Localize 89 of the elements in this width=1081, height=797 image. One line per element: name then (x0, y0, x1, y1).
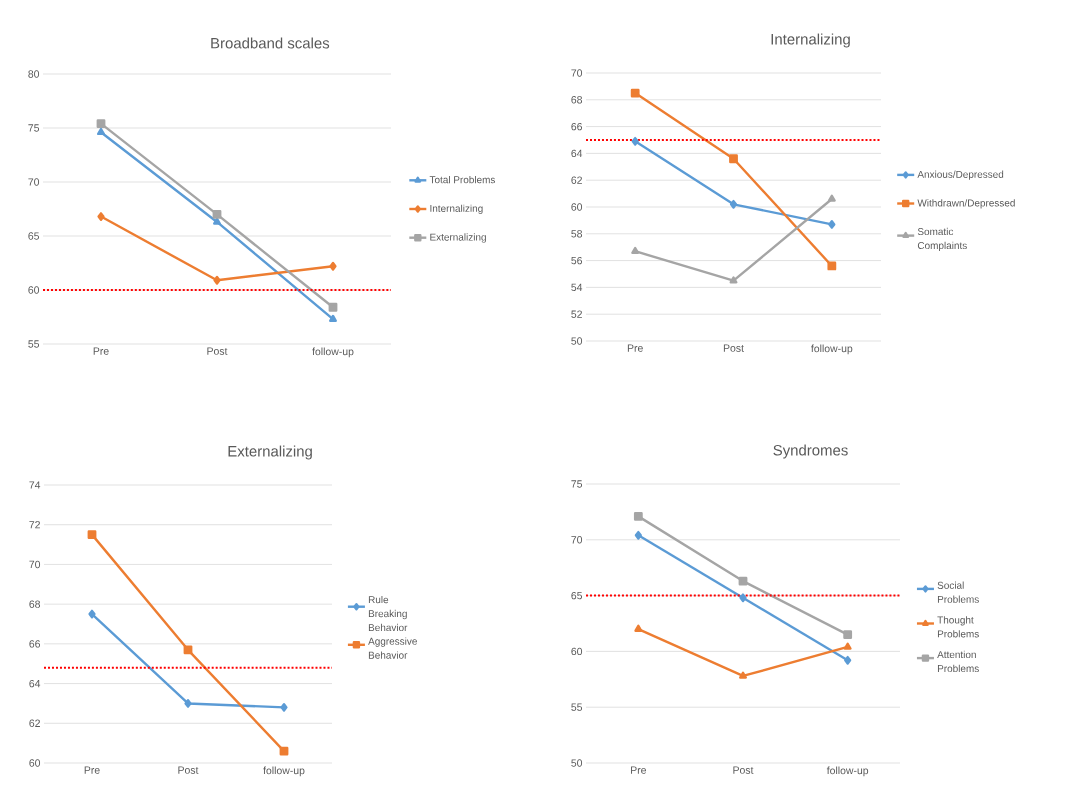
y-tick-label: 60 (571, 203, 583, 211)
point (739, 671, 747, 679)
y-tick-label: 74 (29, 481, 41, 489)
legend-label: Somatic Complaints (917, 227, 967, 252)
point (212, 209, 222, 219)
y-tick-label: 68 (29, 600, 41, 608)
y-tick-label: 65 (571, 591, 583, 600)
x-tick-label: follow-up (811, 344, 853, 355)
y-tick-label: 64 (29, 679, 41, 688)
legend-label: Thought Problems (937, 616, 979, 638)
y-tick-label: 60 (29, 759, 41, 767)
point (97, 212, 105, 221)
point (631, 136, 639, 146)
point (844, 655, 852, 665)
point (843, 642, 852, 650)
legend-label: Withdrawn/Depressed (917, 199, 1015, 209)
y-tick-label: 65 (28, 232, 40, 240)
point (213, 217, 221, 225)
y-tick-label: 56 (571, 256, 583, 265)
y-tick-label: 54 (571, 283, 583, 292)
y-tick-label: 60 (571, 647, 583, 656)
y-tick-label: 62 (571, 176, 582, 184)
point (88, 609, 96, 619)
legend-label: Aggressive Behavior (368, 637, 417, 659)
legend-label: Rule Breaking Behavior (368, 595, 408, 632)
point (329, 261, 337, 271)
y-tick-label: 55 (571, 703, 583, 711)
point (828, 220, 836, 229)
point (634, 624, 643, 632)
y-tick-label: 70 (29, 560, 41, 569)
point (843, 630, 853, 640)
point (827, 194, 836, 202)
y-tick-label: 50 (571, 337, 583, 345)
y-tick-label: 60 (28, 286, 40, 294)
y-tick-label: 50 (571, 759, 583, 767)
y-tick-label: 58 (571, 230, 583, 238)
point (184, 699, 192, 708)
x-tick-label: Pre (631, 766, 647, 774)
y-tick-label: 55 (28, 340, 40, 348)
legend-label: Externalizing (430, 233, 486, 243)
point (328, 302, 338, 312)
y-tick-label: 66 (29, 640, 41, 648)
x-tick-label: Pre (93, 347, 109, 355)
point (729, 276, 738, 284)
chart-title: Internalizing (771, 33, 850, 48)
x-tick-label: follow-up (826, 766, 869, 777)
point (87, 530, 97, 540)
point (739, 593, 747, 603)
y-tick-label: 52 (571, 310, 582, 318)
y-tick-label: 66 (571, 122, 583, 131)
y-tick-label: 68 (571, 96, 583, 104)
point (729, 154, 738, 164)
y-tick-label: 70 (571, 536, 583, 544)
y-tick-label: 64 (571, 149, 583, 158)
legend-label: Internalizing (430, 204, 483, 214)
point (729, 199, 738, 209)
point (827, 261, 837, 271)
chart-title: Externalizing (228, 445, 312, 460)
point (213, 275, 221, 285)
point (633, 511, 643, 521)
chart-title: Broadband scales (211, 37, 330, 49)
legend-label: Attention Problems (937, 650, 979, 673)
x-tick-label: Post (207, 347, 228, 355)
y-tick-label: 75 (571, 480, 583, 488)
point (634, 530, 642, 540)
x-tick-label: Pre (84, 766, 100, 774)
legend-label: Social Problems (937, 581, 979, 603)
y-tick-label: 80 (28, 70, 40, 78)
legend-label: Anxious/Depressed (917, 170, 1004, 180)
chart-title: Syndromes (773, 444, 848, 459)
point (630, 88, 640, 98)
point (96, 119, 106, 129)
x-tick-label: Post (178, 766, 199, 774)
x-tick-label: follow-up (312, 347, 354, 358)
x-tick-label: Post (733, 766, 754, 774)
legend-label: Total Problems (429, 175, 496, 184)
y-tick-label: 75 (28, 124, 40, 132)
y-tick-label: 62 (29, 719, 40, 727)
point (183, 645, 193, 655)
y-tick-label: 72 (29, 521, 40, 529)
point (329, 314, 337, 322)
x-tick-label: Pre (627, 344, 643, 352)
point (280, 703, 288, 712)
y-tick-label: 70 (28, 178, 40, 186)
x-tick-label: Post (723, 344, 744, 352)
point (631, 246, 640, 255)
point (97, 127, 105, 136)
x-tick-label: follow-up (263, 766, 305, 777)
y-tick-label: 70 (571, 69, 583, 77)
